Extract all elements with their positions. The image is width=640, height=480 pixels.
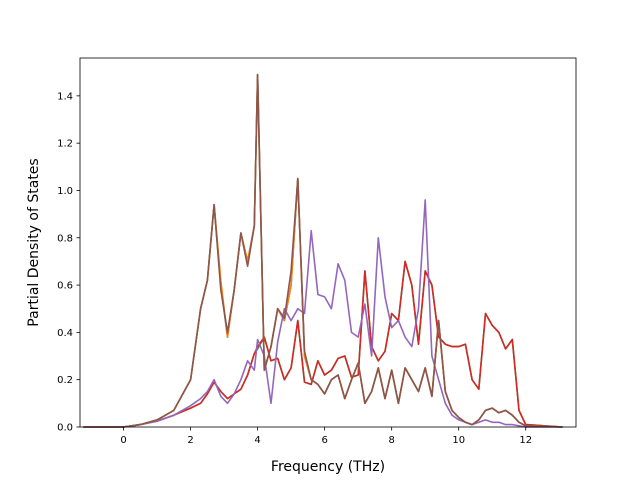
series-line-3 bbox=[83, 73, 563, 428]
series-line-6 bbox=[83, 73, 563, 428]
x-axis: 0 2 4 6 8 10 12 bbox=[120, 427, 532, 446]
x-tick-label: 12 bbox=[519, 435, 532, 446]
y-tick-label: 0.8 bbox=[57, 233, 73, 244]
x-tick-label: 4 bbox=[254, 435, 260, 446]
y-tick-label: 0.4 bbox=[57, 328, 73, 339]
y-tick-label: 1.4 bbox=[57, 91, 73, 102]
y-tick-label: 0.0 bbox=[57, 423, 73, 434]
y-tick-label: 0.2 bbox=[57, 375, 73, 386]
y-tick-label: 0.6 bbox=[57, 281, 73, 292]
series-line-1 bbox=[83, 260, 563, 428]
x-tick-label: 2 bbox=[187, 435, 193, 446]
series-line-2 bbox=[83, 260, 563, 428]
x-tick-label: 6 bbox=[321, 435, 327, 446]
series-layer bbox=[83, 73, 563, 428]
x-tick-label: 10 bbox=[452, 435, 465, 446]
series-line-4 bbox=[83, 73, 563, 428]
x-tick-label: 0 bbox=[120, 435, 126, 446]
y-axis: 0.0 0.2 0.4 0.6 0.8 1.0 1.2 1.4 bbox=[57, 91, 80, 434]
y-axis-label: Partial Density of States bbox=[26, 158, 42, 326]
x-axis-label: Frequency (THz) bbox=[271, 459, 385, 475]
y-tick-label: 1.2 bbox=[57, 139, 73, 150]
plot-frame bbox=[79, 57, 577, 428]
y-tick-label: 1.0 bbox=[57, 186, 73, 197]
x-tick-label: 8 bbox=[388, 435, 394, 446]
